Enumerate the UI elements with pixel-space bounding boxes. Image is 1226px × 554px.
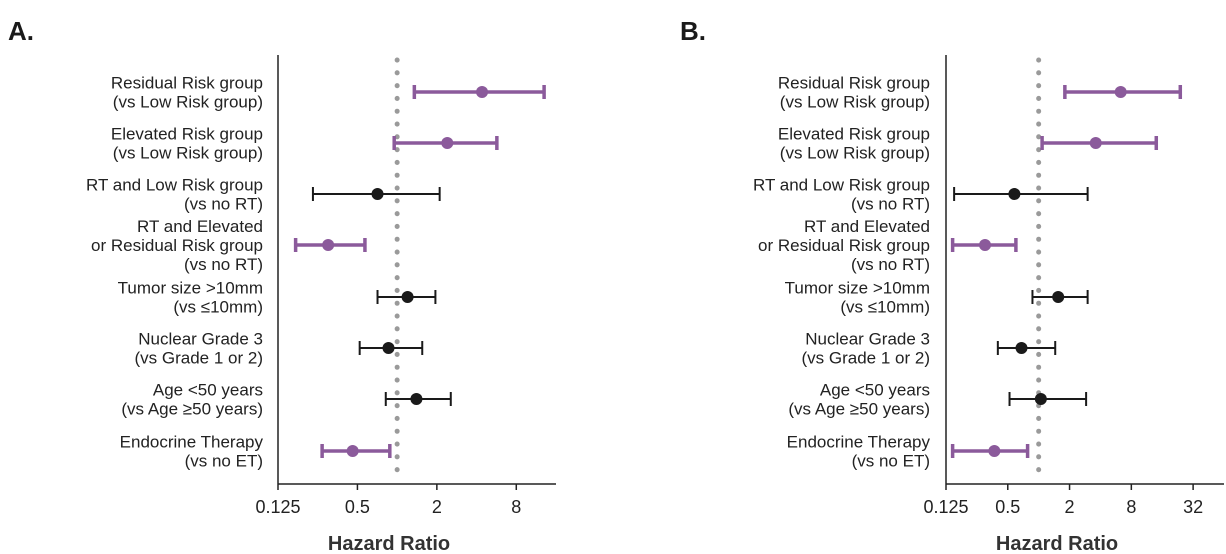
row-label: RT and Low Risk group (vs no RT) <box>86 176 263 214</box>
hazard-ratio-point <box>1034 393 1047 405</box>
row-label-line: (vs Grade 1 or 2) <box>135 349 264 368</box>
row-label-line: (vs no ET) <box>852 452 930 471</box>
x-tick-label: 8 <box>511 497 521 517</box>
row-label-line: (vs Age ≥50 years) <box>121 400 263 419</box>
hazard-ratio-point <box>1089 137 1102 149</box>
x-tick-label: 0.125 <box>255 497 300 517</box>
panel-a: A. 0.125 0.5 2 8 Hazard Ratio Residual Risk gr… <box>8 16 556 554</box>
row-label-line: Elevated Risk group <box>111 125 263 144</box>
row-label: RT and Low Risk group (vs no RT) <box>753 176 930 214</box>
row-label: Age <50 years (vs Age ≥50 years) <box>788 381 930 419</box>
x-tick-label: 8 <box>1126 497 1136 517</box>
row-label: Elevated Risk group (vs Low Risk group) <box>778 125 930 163</box>
hazard-ratio-point <box>1052 291 1065 303</box>
hazard-ratio-point <box>979 239 992 251</box>
row-label-line: (vs Low Risk group) <box>780 93 930 112</box>
row-label-line: Nuclear Grade 3 <box>805 330 930 349</box>
x-tick-label: 0.125 <box>923 497 968 517</box>
row-label: Nuclear Grade 3 (vs Grade 1 or 2) <box>802 330 931 368</box>
row-label: Tumor size >10mm (vs ≤10mm) <box>118 279 263 317</box>
hazard-ratio-point <box>401 291 414 303</box>
row-label: RT and Elevated or Residual Risk group (vs… <box>91 217 263 274</box>
hazard-ratio-point <box>988 445 1001 457</box>
row-label-line: (vs Low Risk group) <box>113 144 263 163</box>
x-tick-label: 2 <box>432 497 442 517</box>
row-label-line: (vs no RT) <box>851 195 930 214</box>
row-label: RT and Elevated or Residual Risk group (vs… <box>758 217 930 274</box>
row-label-line: Tumor size >10mm <box>118 279 263 298</box>
row-label: Endocrine Therapy (vs no ET) <box>787 433 931 471</box>
row-label-line: RT and Elevated <box>804 217 930 236</box>
row-label-line: Residual Risk group <box>111 74 263 93</box>
row-label-line: Endocrine Therapy <box>787 433 931 452</box>
row-label-line: (vs Grade 1 or 2) <box>802 349 931 368</box>
row-label-line: Nuclear Grade 3 <box>138 330 263 349</box>
row-label-line: (vs no RT) <box>184 195 263 214</box>
hazard-ratio-point <box>410 393 423 405</box>
row-label-line: Age <50 years <box>820 381 930 400</box>
row-label-line: Residual Risk group <box>778 74 930 93</box>
row-label-line: (vs Low Risk group) <box>780 144 930 163</box>
row-label-line: Endocrine Therapy <box>120 433 264 452</box>
row-label-line: Tumor size >10mm <box>785 279 930 298</box>
x-tick-label: 2 <box>1065 497 1075 517</box>
row-label: Residual Risk group (vs Low Risk group) <box>778 74 930 112</box>
hazard-ratio-point <box>441 137 454 149</box>
row-label-line: RT and Elevated <box>137 217 263 236</box>
hazard-ratio-point <box>1015 342 1028 354</box>
row-label-line: (vs no RT) <box>851 255 930 274</box>
hazard-ratio-point <box>322 239 335 251</box>
x-tick-label: 32 <box>1183 497 1203 517</box>
x-axis-title: Hazard Ratio <box>328 533 450 554</box>
x-tick-label: 0.5 <box>995 497 1020 517</box>
panel-label: A. <box>8 16 34 46</box>
row-label: Elevated Risk group (vs Low Risk group) <box>111 125 263 163</box>
row-label: Age <50 years (vs Age ≥50 years) <box>121 381 263 419</box>
row-label: Endocrine Therapy (vs no ET) <box>120 433 264 471</box>
row-label: Residual Risk group (vs Low Risk group) <box>111 74 263 112</box>
row-label-line: or Residual Risk group <box>91 236 263 255</box>
x-tick-label: 0.5 <box>345 497 370 517</box>
hazard-ratio-point <box>346 445 359 457</box>
hazard-ratio-point <box>476 86 489 98</box>
x-axis-title: Hazard Ratio <box>996 533 1118 554</box>
row-label-line: (vs ≤10mm) <box>173 298 263 317</box>
row-label-line: Elevated Risk group <box>778 125 930 144</box>
panel-b: B. 0.125 0.5 2 8 32 Hazard Ratio Residual Risk … <box>680 16 1224 554</box>
row-label-line: (vs no RT) <box>184 255 263 274</box>
hazard-ratio-point <box>371 188 384 200</box>
panel-label: B. <box>680 16 706 46</box>
hazard-ratio-point <box>382 342 395 354</box>
row-label: Tumor size >10mm (vs ≤10mm) <box>785 279 930 317</box>
row-label-line: Age <50 years <box>153 381 263 400</box>
hazard-ratio-point <box>1008 188 1021 200</box>
row-label-line: (vs Low Risk group) <box>113 93 263 112</box>
row-label-line: (vs Age ≥50 years) <box>788 400 930 419</box>
row-label-line: RT and Low Risk group <box>86 176 263 195</box>
row-label-line: (vs no ET) <box>185 452 263 471</box>
row-label-line: RT and Low Risk group <box>753 176 930 195</box>
hazard-ratio-point <box>1114 86 1127 98</box>
row-label-line: or Residual Risk group <box>758 236 930 255</box>
row-label-line: (vs ≤10mm) <box>840 298 930 317</box>
row-label: Nuclear Grade 3 (vs Grade 1 or 2) <box>135 330 264 368</box>
